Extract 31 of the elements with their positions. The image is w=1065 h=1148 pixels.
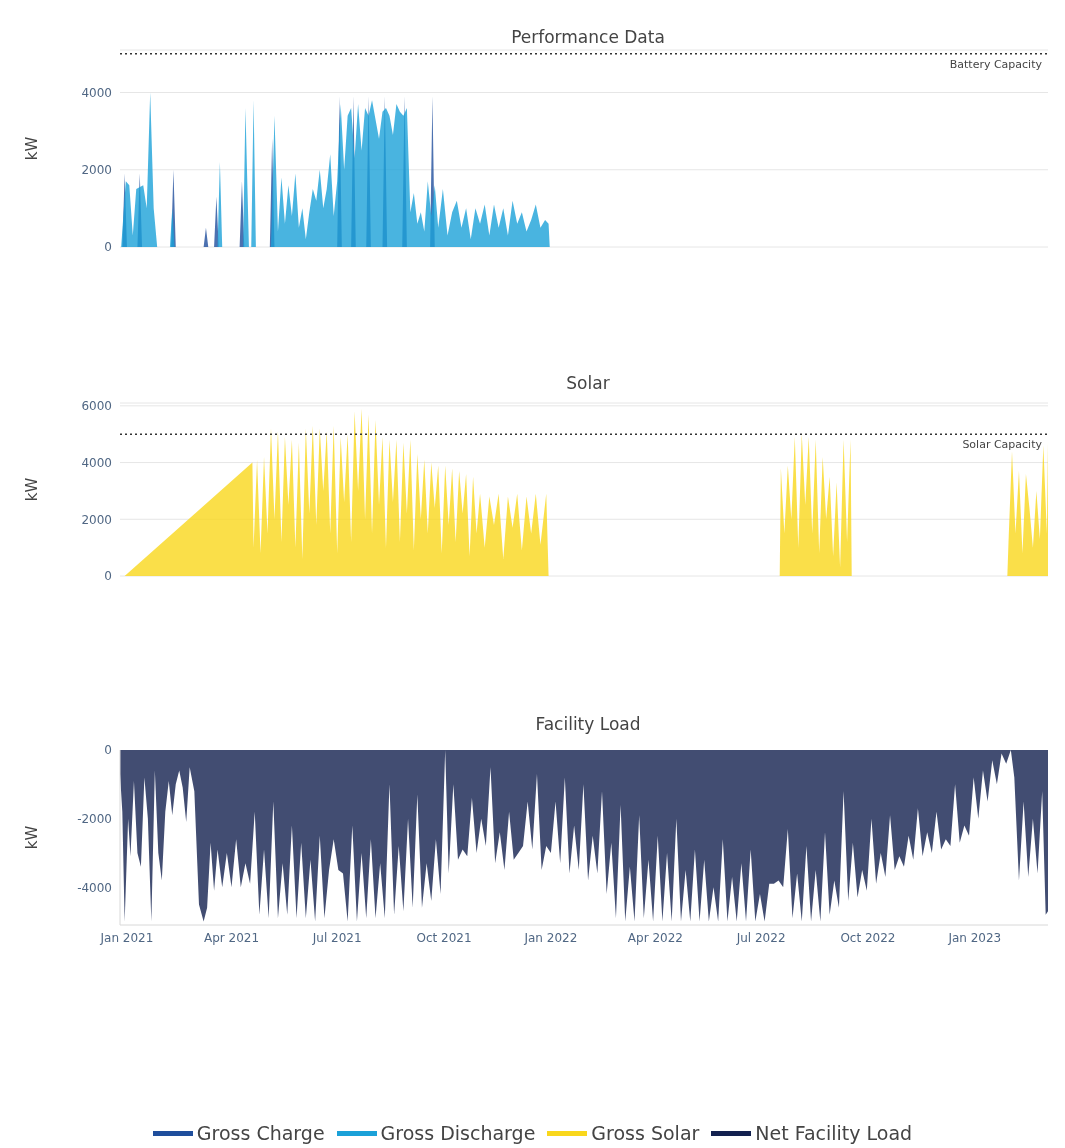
x-tick-label: Apr 2022 bbox=[627, 930, 683, 945]
ref-line-label: Battery Capacity bbox=[949, 57, 1043, 71]
x-tick-label: Jan 2023 bbox=[947, 930, 1002, 945]
legend-label: Gross Solar bbox=[591, 1122, 700, 1144]
y-axis-title: kW bbox=[23, 136, 42, 161]
legend-label: Gross Charge bbox=[196, 1122, 325, 1144]
x-tick-label: Oct 2021 bbox=[416, 930, 472, 945]
x-tick-label: Jan 2022 bbox=[523, 930, 578, 945]
chart-title: Performance Data bbox=[510, 27, 666, 47]
ref-line-label: Solar Capacity bbox=[962, 438, 1043, 452]
y-tick-label: 0 bbox=[104, 240, 112, 255]
chart-title: Facility Load bbox=[534, 714, 642, 734]
y-tick-label: 4000 bbox=[81, 85, 112, 100]
y-tick-label: 6000 bbox=[81, 399, 112, 414]
x-tick-label: Jan 2021 bbox=[99, 930, 154, 945]
chart-title: Solar bbox=[565, 373, 611, 393]
y-tick-label: 2000 bbox=[81, 512, 112, 527]
y-tick-label: 4000 bbox=[81, 455, 112, 470]
x-tick-label: Jul 2022 bbox=[735, 930, 786, 945]
legend-label: Gross Discharge bbox=[380, 1122, 536, 1144]
y-tick-label: -4000 bbox=[77, 880, 112, 895]
y-tick-label: 0 bbox=[104, 743, 112, 758]
y-axis-title: kW bbox=[23, 825, 42, 850]
y-tick-label: -2000 bbox=[77, 811, 112, 826]
y-tick-label: 2000 bbox=[81, 163, 112, 178]
x-tick-label: Jul 2021 bbox=[311, 930, 362, 945]
y-tick-label: 0 bbox=[104, 569, 112, 584]
x-tick-label: Oct 2022 bbox=[840, 930, 896, 945]
legend-label: Net Facility Load bbox=[755, 1122, 913, 1144]
y-axis-title: kW bbox=[23, 477, 42, 502]
x-tick-label: Apr 2021 bbox=[203, 930, 260, 945]
